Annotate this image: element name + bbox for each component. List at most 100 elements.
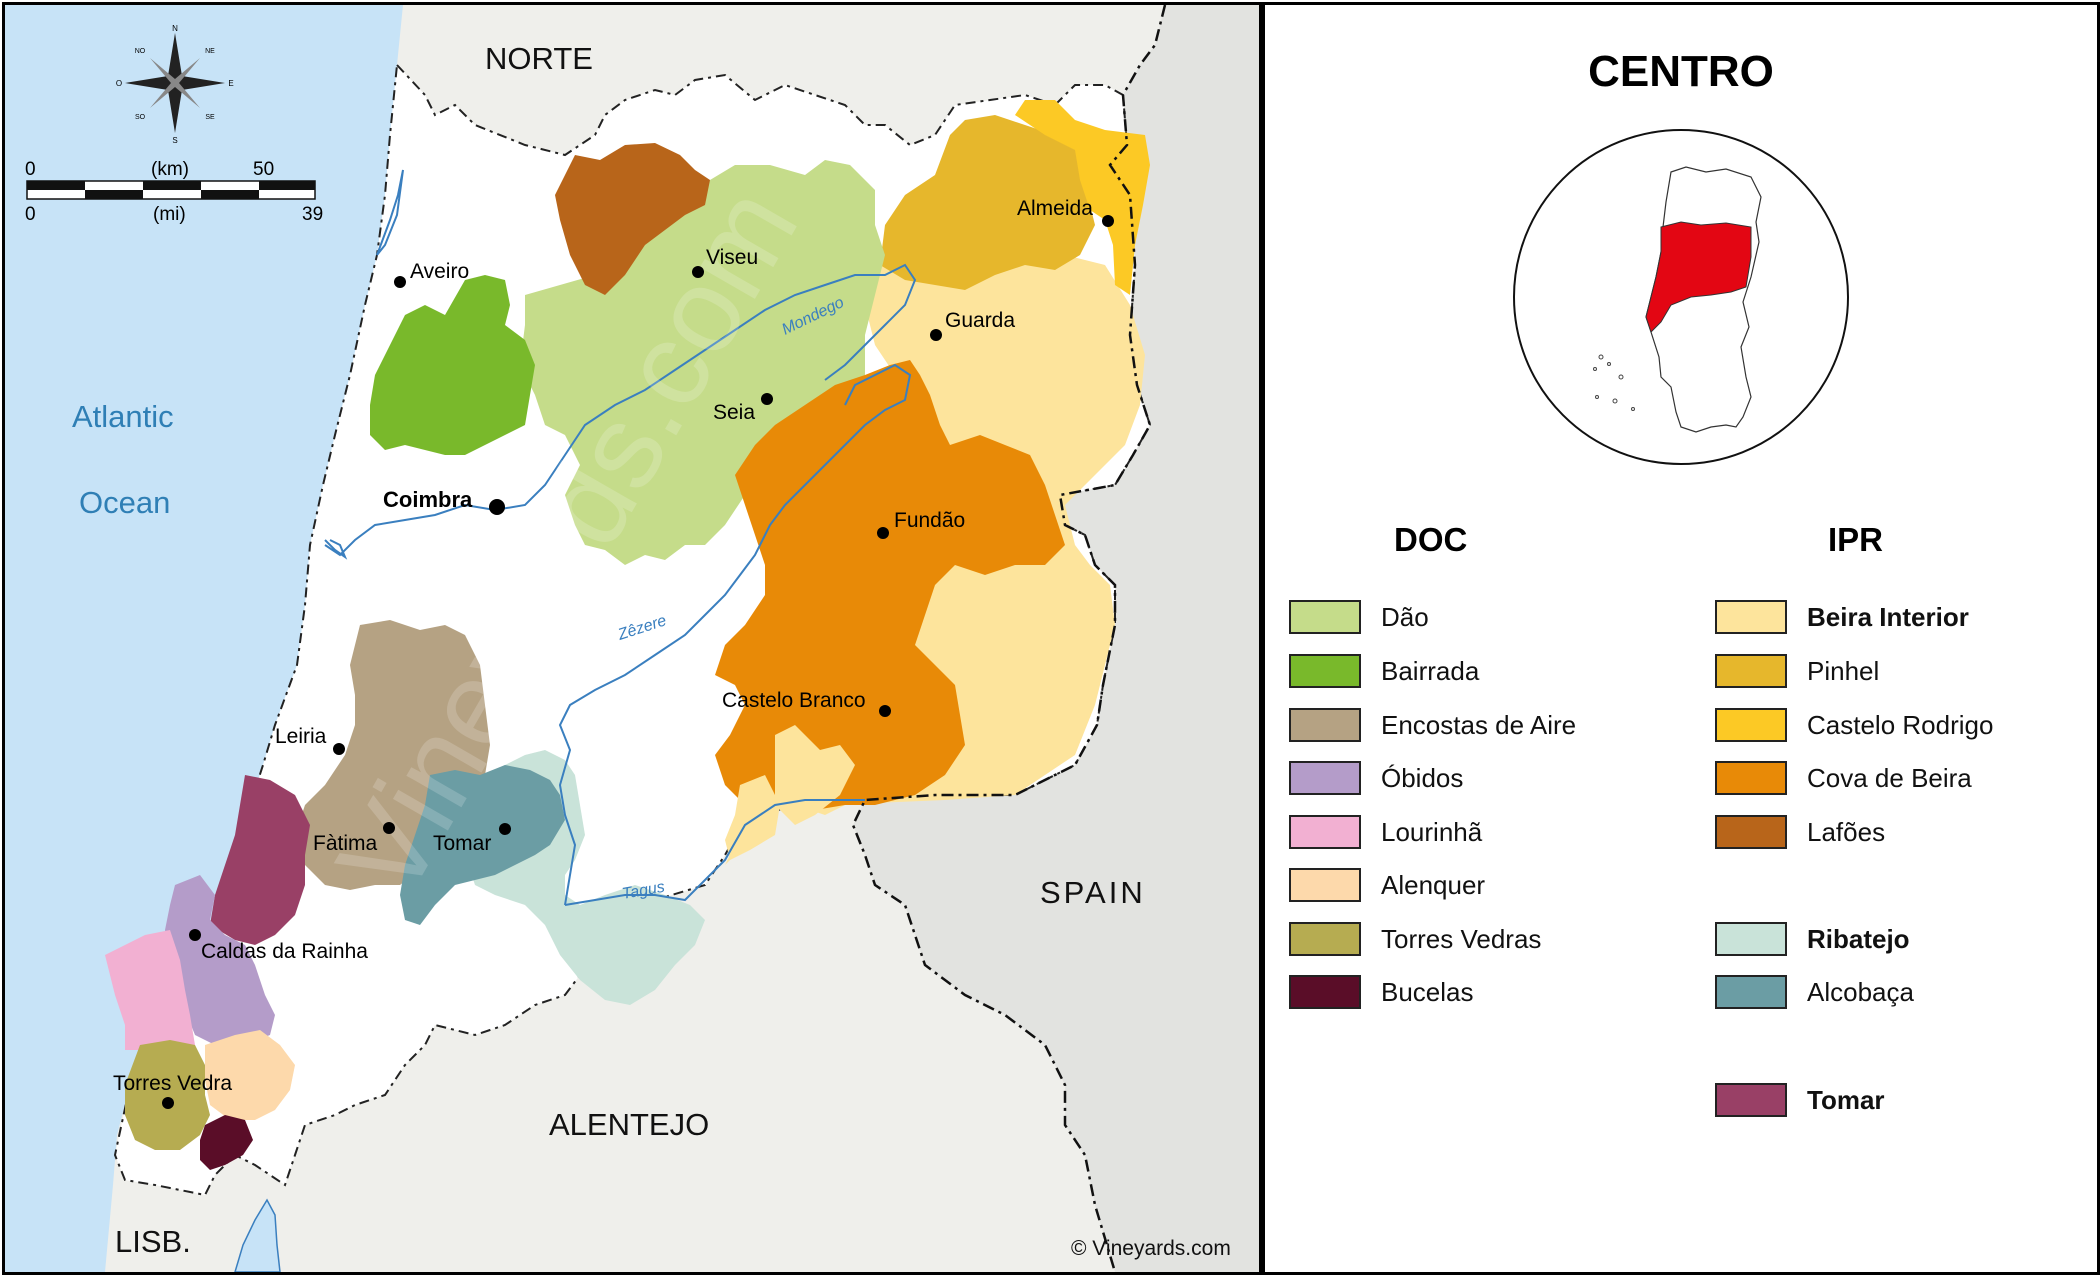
- atlantic-ocean: [5, 5, 403, 1272]
- river-tagus: [564, 799, 865, 906]
- compass-rose: N S E O NE NO SE SO: [116, 24, 234, 145]
- legend-label: Pinhel: [1807, 655, 1880, 686]
- legend-item-encostas-de-aire: Encostas de Aire: [1289, 705, 1576, 745]
- city-leiria-label: Leiria: [275, 725, 327, 748]
- region-lafoes: [555, 143, 710, 295]
- compass-n: N: [172, 24, 178, 33]
- city-fundao-label: Fundão: [894, 509, 965, 532]
- region-pinhel: [880, 115, 1095, 290]
- legend-swatch: [1715, 708, 1787, 742]
- region-tomar: [210, 775, 310, 945]
- wine-region-map: Vineyards.com N S E O NE NO SE SO: [5, 5, 1231, 1272]
- legend-title: CENTRO: [1588, 47, 1774, 96]
- legend-swatch: [1289, 654, 1361, 688]
- city-castelo-branco-label: Castelo Branco: [722, 689, 866, 712]
- legend-item-dao: Dão: [1289, 597, 1429, 637]
- legend-swatch: [1289, 600, 1361, 634]
- city-caldas-label: Caldas da Rainha: [201, 940, 368, 963]
- label-alentejo: ALENTEJO: [549, 1107, 709, 1142]
- city-viseu: Viseu: [692, 246, 758, 278]
- legend-label: Beira Interior: [1807, 601, 1969, 632]
- legend-item-pinhel: Pinhel: [1715, 651, 1879, 691]
- region-bucelas: [200, 1115, 253, 1170]
- compass-s: S: [172, 136, 177, 145]
- label-norte: NORTE: [485, 41, 593, 76]
- city-almeida-label: Almeida: [1017, 197, 1093, 220]
- spain-border: [851, 5, 1167, 1272]
- region-cova-de-beira: [715, 360, 1065, 810]
- river-zezere: [558, 363, 912, 906]
- legend-swatch: [1289, 868, 1361, 902]
- legend-swatch: [1715, 975, 1787, 1009]
- region-torres-vedras: [125, 1040, 210, 1150]
- legend-label: Alcobaça: [1807, 976, 1914, 1007]
- region-beira-interior-tip: [725, 775, 780, 860]
- legend-item-bucelas: Bucelas: [1289, 972, 1474, 1012]
- city-aveiro: Aveiro: [394, 260, 469, 288]
- legend-item-torres-vedras: Torres Vedras: [1289, 919, 1541, 959]
- legend-label: Cova de Beira: [1807, 762, 1972, 793]
- compass-e: E: [228, 79, 233, 88]
- centro-highlight: [1645, 221, 1752, 333]
- legend-item-tomar: Tomar: [1715, 1080, 1885, 1120]
- city-torres-vedras: Torres Vedra: [113, 1072, 232, 1109]
- legend-item-ribatejo: Ribatejo: [1715, 919, 1910, 959]
- doc-column-title: DOC: [1394, 521, 1468, 558]
- legend-swatch: [1715, 1083, 1787, 1117]
- legend-label: Ribatejo: [1807, 923, 1910, 954]
- region-obidos: [165, 875, 275, 1045]
- city-leiria: Leiria: [275, 725, 345, 755]
- region-beira-interior-south: [775, 725, 855, 825]
- scale-mi-unit: (mi): [153, 204, 186, 225]
- region-alenquer: [205, 1030, 295, 1120]
- legend-swatch: [1289, 815, 1361, 849]
- label-atlantic: Atlantic: [72, 399, 174, 434]
- legend-swatch: [1289, 922, 1361, 956]
- scale-km-unit: (km): [151, 159, 189, 180]
- river-mondego: [324, 263, 917, 557]
- legend-item-cova-de-beira: Cova de Beira: [1715, 758, 1972, 798]
- legend-label: Torres Vedras: [1381, 923, 1542, 954]
- coast-inlet-aveiro: [376, 169, 404, 256]
- city-coimbra-label: Coimbra: [383, 487, 473, 512]
- city-caldas-da-rainha: Caldas da Rainha: [189, 929, 368, 963]
- scale-mi-max: 39: [302, 204, 323, 225]
- legend-label: Dão: [1381, 601, 1429, 632]
- legend-label: Lourinhã: [1381, 816, 1483, 847]
- city-fatima: Fàtima: [313, 822, 395, 855]
- legend-item-alcobaca: Alcobaça: [1715, 972, 1914, 1012]
- region-lourinha: [105, 930, 195, 1050]
- copyright: © Vineyards.com: [1071, 1237, 1231, 1260]
- legend-panel: CENTRO DOC IPR Dão Bairrada Encostas de: [1262, 2, 2100, 1275]
- legend-swatch: [1289, 708, 1361, 742]
- map-panel: Vineyards.com N S E O NE NO SE SO: [2, 2, 1262, 1275]
- city-guarda-label: Guarda: [945, 309, 1015, 332]
- city-castelo-branco: Castelo Branco: [722, 689, 891, 717]
- legend-label: Bairrada: [1381, 655, 1480, 686]
- legend-swatch: [1715, 600, 1787, 634]
- coast-inlet-coimbra: [324, 539, 348, 560]
- legend-swatch: [1289, 975, 1361, 1009]
- city-coimbra: Coimbra: [383, 487, 505, 515]
- city-fatima-label: Fàtima: [313, 832, 378, 855]
- legend-item-lafoes: Lafões: [1715, 812, 1885, 852]
- compass-ne: NE: [205, 48, 215, 55]
- legend-swatch: [1715, 815, 1787, 849]
- legend-item-obidos: Óbidos: [1289, 758, 1463, 798]
- scale-bar: 0 (km) 50 0 (mi) 39: [25, 159, 323, 225]
- region-bairrada: [370, 275, 535, 455]
- legend-item-lourinha: Lourinhã: [1289, 812, 1482, 852]
- city-fundao: Fundão: [877, 509, 965, 539]
- label-spain: SPAIN: [1040, 875, 1146, 910]
- legend-label: Bucelas: [1381, 976, 1474, 1007]
- compass-o: O: [116, 79, 122, 88]
- scale-mi-zero: 0: [25, 204, 36, 225]
- compass-se: SE: [205, 114, 215, 121]
- city-almeida: Almeida: [1017, 197, 1114, 227]
- city-seia-label: Seia: [713, 401, 755, 424]
- legend-item-beira-interior: Beira Interior: [1715, 597, 1969, 637]
- locator-map: [1513, 129, 1849, 465]
- compass-so: SO: [135, 114, 146, 121]
- legend-swatch: [1289, 761, 1361, 795]
